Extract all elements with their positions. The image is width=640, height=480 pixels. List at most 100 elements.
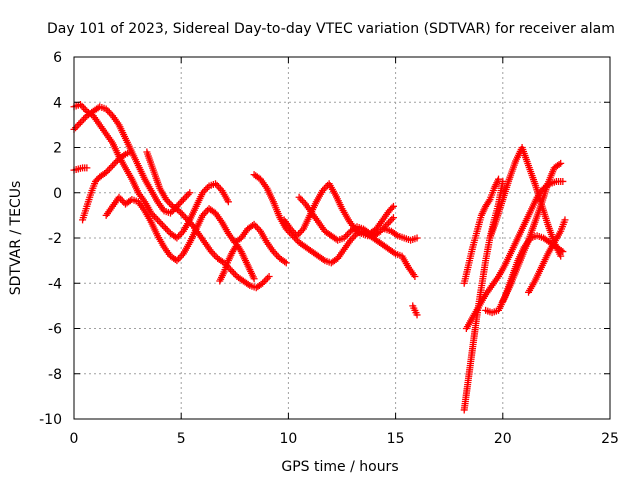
x-tick-label: 5 xyxy=(177,431,186,447)
data-point xyxy=(73,122,81,130)
data-point xyxy=(282,259,290,267)
data-point xyxy=(184,190,192,198)
data-point xyxy=(392,231,400,239)
data-point xyxy=(250,275,258,283)
x-axis-label: GPS time / hours xyxy=(281,459,398,475)
series-arc-3 xyxy=(70,164,91,174)
data-point xyxy=(175,255,183,263)
data-point xyxy=(350,233,358,241)
data-point xyxy=(163,226,171,234)
data-point xyxy=(559,177,567,185)
data-point xyxy=(210,251,218,259)
series-arc-14 xyxy=(460,175,503,287)
data-point xyxy=(202,185,210,193)
y-tick-label: -8 xyxy=(48,367,62,383)
axis-ticks: 0 5 10 15 20 25 -10 -8 -6 -4 -2 0 2 4 6 xyxy=(39,50,619,447)
data-point xyxy=(126,148,134,156)
data-point xyxy=(72,124,80,132)
data-point xyxy=(105,165,113,173)
data-point xyxy=(183,192,191,200)
x-tick-label: 0 xyxy=(70,431,79,447)
x-tick-label: 25 xyxy=(601,431,619,447)
data-point xyxy=(390,249,398,257)
data-point xyxy=(263,274,271,282)
data-point xyxy=(186,189,194,197)
data-point xyxy=(155,218,163,226)
data-point xyxy=(230,269,238,277)
data-point xyxy=(298,197,306,205)
y-tick-label: 0 xyxy=(53,186,62,202)
data-point xyxy=(296,228,304,236)
data-point xyxy=(224,198,232,206)
x-tick-label: 10 xyxy=(279,431,297,447)
chart-title: Day 101 of 2023, Sidereal Day-to-day VTE… xyxy=(47,21,615,37)
data-point xyxy=(120,151,128,159)
series-arc-11 xyxy=(381,225,421,244)
data-point xyxy=(165,199,173,207)
data-point xyxy=(281,258,289,266)
data-points xyxy=(70,101,569,414)
data-point xyxy=(389,214,397,222)
series-arc-7 xyxy=(216,241,258,285)
series-arc-17 xyxy=(486,144,565,260)
data-point xyxy=(244,280,252,288)
data-point xyxy=(178,197,186,205)
series-arc-10 xyxy=(295,193,397,244)
data-point xyxy=(319,255,327,263)
data-point xyxy=(555,160,563,168)
data-point xyxy=(297,195,305,203)
series-arc-18 xyxy=(499,159,565,305)
y-tick-label: -6 xyxy=(48,322,62,338)
series-arc-9 xyxy=(280,180,397,240)
data-point xyxy=(561,216,569,224)
y-tick-label: -2 xyxy=(48,231,62,247)
data-point xyxy=(495,175,503,183)
data-point xyxy=(252,222,260,230)
data-point xyxy=(413,311,421,319)
data-point xyxy=(178,210,186,218)
data-point xyxy=(413,234,421,242)
data-point xyxy=(78,117,86,125)
data-point xyxy=(388,215,396,223)
data-point xyxy=(83,164,91,172)
data-point xyxy=(295,193,303,201)
data-point xyxy=(557,252,565,260)
data-point xyxy=(157,219,165,227)
y-tick-label: -10 xyxy=(39,412,62,428)
data-point xyxy=(389,202,397,210)
data-point xyxy=(176,199,184,207)
data-point xyxy=(80,115,88,123)
data-point xyxy=(265,272,273,280)
data-point xyxy=(411,272,419,280)
data-point xyxy=(273,251,281,259)
x-tick-label: 15 xyxy=(387,431,405,447)
series-arc-19 xyxy=(525,216,569,296)
series-arc-4 xyxy=(79,148,134,224)
y-axis-label: SDTVAR / TECUs xyxy=(8,181,24,296)
data-point xyxy=(388,204,396,212)
series-arc-12 xyxy=(409,302,421,319)
data-point xyxy=(107,163,115,171)
data-point xyxy=(110,160,118,168)
x-tick-label: 20 xyxy=(494,431,512,447)
data-point xyxy=(154,216,162,224)
series-arc-15 xyxy=(462,177,567,332)
y-tick-label: 4 xyxy=(53,95,62,111)
data-point xyxy=(78,102,86,110)
data-point xyxy=(228,267,236,275)
data-point xyxy=(386,217,394,225)
data-point xyxy=(160,223,168,231)
y-tick-label: -4 xyxy=(48,276,62,292)
series-arc-6 xyxy=(143,148,273,292)
data-point xyxy=(557,159,565,167)
data-point xyxy=(343,231,351,239)
data-point xyxy=(75,120,83,128)
data-point xyxy=(109,162,117,170)
data-point xyxy=(76,119,84,127)
data-point xyxy=(181,194,189,202)
y-tick-label: 2 xyxy=(53,141,62,157)
data-point xyxy=(162,224,170,232)
y-tick-label: 6 xyxy=(53,50,62,66)
series-arc-2 xyxy=(70,103,194,217)
